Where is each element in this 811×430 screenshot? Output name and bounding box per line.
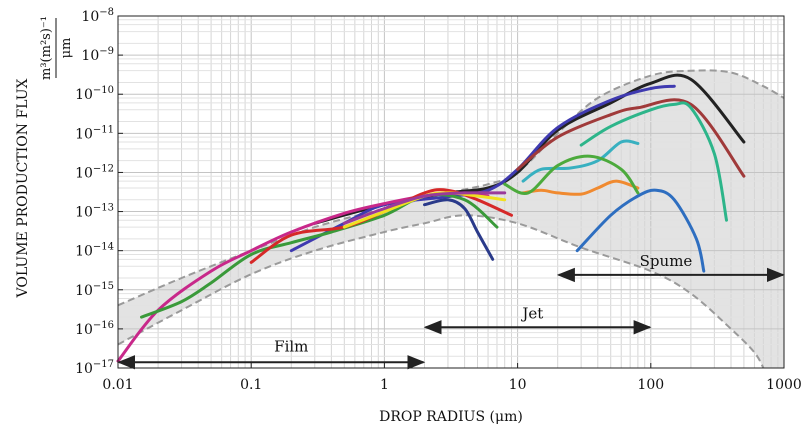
y-tick-base: 10	[81, 48, 99, 64]
series-line-navy	[423, 198, 495, 261]
series-line-purple	[342, 191, 507, 225]
y-tick-exponent: −8	[99, 7, 114, 18]
y-axis-title: VOLUME PRODUCTION FLUX m³(m²s)⁻¹ μm	[15, 16, 74, 298]
y-tick-label: 10−17	[75, 359, 114, 377]
x-axis-label: DROP RADIUS (μm)	[379, 409, 523, 425]
plot-area	[116, 15, 785, 369]
region-annotations: Film Jet Spume	[117, 252, 785, 370]
series-line-dark-blue	[289, 84, 676, 253]
x-tick-label: 0.1	[240, 377, 262, 393]
y-tick-label: 10−15	[75, 281, 114, 299]
y-tick-label: 10−12	[75, 163, 114, 181]
y-tick-exponent: −11	[93, 124, 114, 135]
data-series	[116, 73, 746, 363]
y-tick-label: 10−13	[75, 203, 114, 221]
y-tick-label: 10−16	[75, 320, 114, 338]
annotation-label-jet: Jet	[520, 304, 543, 322]
y-tick-base: 10	[75, 87, 93, 103]
y-tick-exponent: −9	[99, 46, 114, 57]
annotation-label-film: Film	[274, 338, 308, 356]
y-tick-label: 10−11	[75, 124, 114, 142]
series-line-dark-red	[516, 98, 746, 178]
y-tick-base: 10	[75, 361, 93, 377]
x-tick-label: 1	[380, 377, 389, 393]
x-tick-label: 10	[509, 377, 527, 393]
y-axis-unit: m³(m²s)⁻¹ μm	[39, 16, 74, 80]
y-tick-base: 10	[75, 244, 93, 260]
y-axis-unit-numerator: m³(m²s)⁻¹	[39, 16, 54, 80]
y-tick-label: 10−10	[75, 85, 114, 103]
y-tick-exponent: −17	[93, 359, 114, 370]
y-tick-label: 10−8	[81, 7, 114, 25]
y-tick-label: 10−9	[81, 46, 114, 64]
y-tick-exponent: −12	[93, 163, 114, 174]
series-line-green-mid	[503, 154, 640, 195]
y-tick-base: 10	[75, 322, 93, 338]
x-axis-ticks: 0.01 0.1 1 10 100 1000	[102, 363, 802, 393]
series-line-green-teal	[579, 101, 728, 222]
y-tick-exponent: −14	[93, 242, 114, 253]
x-tick-label: 0.01	[102, 377, 133, 393]
envelope-lower-boundary	[117, 214, 765, 369]
y-tick-exponent: −15	[93, 281, 114, 292]
annotation-label-spume: Spume	[640, 252, 693, 270]
y-tick-base: 10	[75, 205, 93, 221]
y-tick-base: 10	[75, 165, 93, 181]
y-tick-exponent: −16	[93, 320, 114, 331]
y-axis-unit-denominator: μm	[59, 38, 74, 59]
y-tick-exponent: −10	[93, 85, 114, 96]
y-tick-label: 10−14	[75, 242, 114, 260]
series-line-blue	[575, 188, 706, 273]
y-axis-ticks: 10−1710−1610−1510−1410−1310−1210−1110−10…	[75, 7, 123, 377]
y-tick-base: 10	[75, 126, 93, 142]
series-line-orange	[521, 179, 640, 196]
y-axis-label: VOLUME PRODUCTION FLUX	[15, 79, 31, 299]
y-tick-exponent: −13	[93, 203, 114, 214]
y-tick-base: 10	[81, 9, 99, 25]
envelope-upper-boundary	[117, 69, 785, 307]
y-tick-base: 10	[75, 283, 93, 299]
x-tick-label: 1000	[766, 377, 802, 393]
plot-frame	[117, 15, 785, 369]
x-tick-label: 100	[637, 377, 664, 393]
series-line-cyan	[521, 139, 640, 183]
